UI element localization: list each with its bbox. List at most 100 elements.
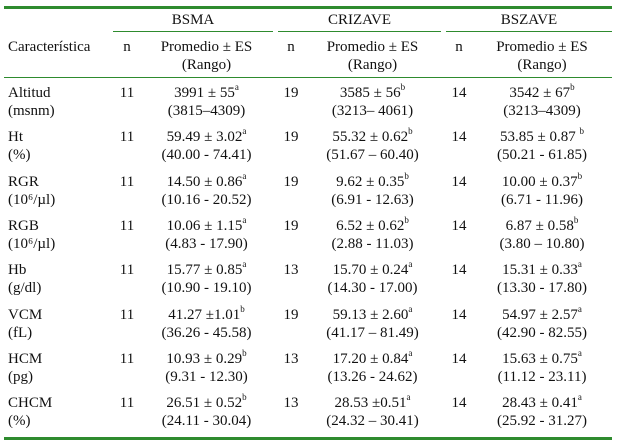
range-bszave: (3213–4309)	[503, 103, 581, 119]
mean-se-value: 3542 ± 67	[509, 85, 571, 101]
n-value-bszave: 14	[451, 307, 467, 323]
mean-se-bszave: 54.97 ± 2.57a	[472, 304, 612, 324]
n-value-crizave: 13	[283, 395, 299, 411]
row-label: RGB	[8, 218, 39, 234]
mean-se-bsma: 10.06 ± 1.15a	[140, 215, 273, 235]
mean-se-bsma: 10.93 ± 0.29b	[140, 349, 273, 368]
range-crizave: (14.30 - 17.00)	[327, 280, 418, 296]
n-value-bszave: 14	[451, 129, 467, 145]
significance-letter: a	[577, 348, 582, 358]
column-header-range-crizave: (Rango)	[347, 57, 398, 73]
significance-letter: a	[406, 392, 411, 402]
mean-se-crizave: 6.52 ± 0.62b	[304, 215, 441, 235]
row-label: HCM	[8, 351, 43, 367]
significance-letter: b	[408, 126, 413, 136]
mean-se-value: 17.20 ± 0.84	[332, 351, 409, 367]
column-header-range-bszave: (Rango)	[517, 57, 567, 73]
n-value-bszave: 14	[451, 174, 467, 190]
row-label: VCM	[8, 307, 43, 323]
n-value-bszave: 14	[451, 218, 467, 234]
n-value-bsma: 11	[119, 262, 135, 278]
row-unit: (%)	[8, 147, 31, 163]
n-value-bsma: 11	[119, 174, 135, 190]
range-bszave: (42.90 - 82.55)	[497, 325, 587, 341]
n-value-bszave: 14	[451, 85, 467, 101]
group-rule-crizave	[278, 31, 441, 32]
range-crizave: (2.88 - 11.03)	[331, 236, 414, 252]
range-bszave: (25.92 - 31.27)	[497, 413, 587, 429]
n-value-crizave: 19	[283, 174, 299, 190]
group-rule-bsma	[113, 31, 273, 32]
mean-se-crizave: 3585 ± 56b	[304, 82, 441, 102]
n-value-crizave: 13	[283, 351, 299, 367]
row-unit: (fL)	[8, 325, 33, 341]
mean-se-value: 28.43 ± 0.41	[502, 395, 578, 411]
significance-letter: a	[242, 259, 247, 269]
significance-letter: b	[240, 304, 245, 314]
mean-se-value: 3585 ± 56	[339, 85, 401, 101]
mean-se-value: 28.53 ±0.51	[334, 395, 407, 411]
mean-se-value: 15.63 ± 0.75	[502, 351, 578, 367]
mean-se-bsma: 26.51 ± 0.52b	[140, 393, 273, 412]
mean-se-bsma: 14.50 ± 0.86a	[140, 171, 273, 191]
range-crizave: (24.32 – 30.41)	[326, 413, 419, 429]
n-value-bsma: 11	[119, 218, 135, 234]
n-value-crizave: 13	[283, 262, 299, 278]
significance-letter: a	[408, 348, 413, 358]
range-bsma: (24.11 - 30.04)	[161, 413, 252, 429]
group-rule-bszave	[446, 31, 612, 32]
range-crizave: (6.91 - 12.63)	[331, 192, 414, 208]
mean-se-bsma: 3991 ± 55a	[140, 82, 273, 102]
row-label: Altitud	[8, 85, 51, 101]
mean-se-value: 14.50 ± 0.86	[166, 174, 243, 190]
mean-se-crizave: 28.53 ±0.51a	[304, 392, 441, 412]
significance-letter: a	[234, 82, 239, 92]
mean-se-value: 15.31 ± 0.33	[502, 262, 578, 278]
bottom-rule	[4, 437, 612, 440]
mean-se-value: 41.27 ±1.01	[168, 307, 241, 323]
mean-se-bszave: 6.87 ± 0.58b	[472, 216, 612, 235]
significance-letter: a	[408, 259, 413, 269]
n-value-bsma: 11	[119, 129, 135, 145]
range-bsma: (10.90 - 19.10)	[161, 280, 252, 296]
mean-se-bszave: 28.43 ± 0.41a	[472, 393, 612, 412]
row-unit: (10⁶/µl)	[8, 236, 56, 252]
column-header-n-bszave: n	[455, 39, 463, 55]
row-label: Ht	[8, 129, 23, 145]
n-value-bsma: 11	[119, 85, 135, 101]
range-crizave: (51.67 – 60.40)	[326, 147, 419, 163]
row-label: Hb	[8, 262, 27, 278]
mean-se-crizave: 15.70 ± 0.24a	[304, 259, 441, 279]
n-value-crizave: 19	[283, 307, 299, 323]
significance-letter: a	[242, 215, 247, 225]
range-bsma: (10.16 - 20.52)	[161, 192, 252, 208]
mean-se-value: 10.06 ± 1.15	[166, 218, 243, 234]
column-header-range-bsma: (Rango)	[181, 57, 232, 73]
range-bsma: (4.83 - 17.90)	[165, 236, 248, 252]
range-bszave: (3.80 – 10.80)	[499, 236, 585, 252]
row-unit: (%)	[8, 413, 31, 429]
n-value-crizave: 19	[283, 218, 299, 234]
significance-letter: a	[577, 304, 582, 314]
mean-se-crizave: 55.32 ± 0.62b	[304, 126, 441, 146]
significance-letter: b	[400, 82, 406, 92]
significance-letter: b	[404, 215, 409, 225]
mean-se-value: 15.77 ± 0.85	[166, 262, 243, 278]
range-bszave: (6.71 - 11.96)	[501, 192, 583, 208]
mean-se-value: 3991 ± 55	[174, 85, 235, 101]
mean-se-crizave: 9.62 ± 0.35b	[304, 171, 441, 191]
column-header-n-crizave: n	[287, 39, 295, 55]
mean-se-value: 59.49 ± 3.02	[166, 129, 243, 145]
significance-letter: a	[408, 304, 413, 314]
significance-letter: b	[404, 171, 409, 181]
row-unit: (g/dl)	[8, 280, 42, 296]
range-bsma: (9.31 - 12.30)	[165, 369, 248, 385]
significance-letter: a	[242, 171, 247, 181]
top-rule	[4, 6, 612, 9]
mean-se-bsma: 15.77 ± 0.85a	[140, 259, 273, 279]
range-bsma: (3815–4309)	[167, 103, 246, 119]
n-value-crizave: 19	[283, 85, 299, 101]
n-value-bsma: 11	[119, 395, 135, 411]
n-value-bsma: 11	[119, 351, 135, 367]
mean-se-value: 15.70 ± 0.24	[332, 262, 409, 278]
